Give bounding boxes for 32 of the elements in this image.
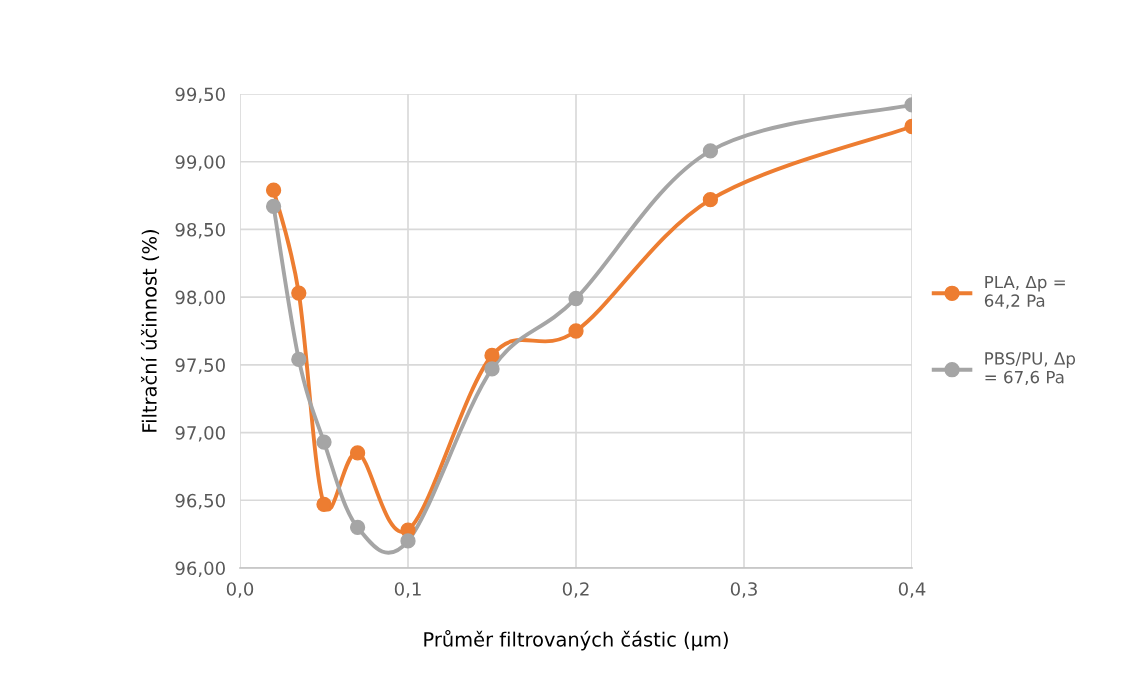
point bbox=[316, 496, 332, 512]
point bbox=[291, 351, 307, 368]
point bbox=[484, 347, 500, 364]
x-tick-label: 0,3 bbox=[730, 582, 757, 598]
legend-label: PLA, Δp = 64,2 Pa bbox=[984, 275, 1065, 309]
x-tick-label: 0,1 bbox=[394, 582, 421, 598]
point bbox=[568, 290, 584, 307]
y-tick-label: 98,50 bbox=[175, 222, 225, 239]
x-tick-label: 0,4 bbox=[898, 582, 926, 598]
point bbox=[400, 533, 416, 549]
point bbox=[349, 519, 366, 536]
point bbox=[316, 434, 332, 450]
y-tick-label: 97,00 bbox=[175, 426, 225, 442]
y-axis-title: Filtrační účinnost (%) bbox=[140, 230, 160, 432]
point bbox=[291, 285, 307, 301]
point bbox=[265, 198, 282, 215]
point bbox=[484, 361, 500, 377]
y-tick-label: 99,50 bbox=[175, 87, 225, 103]
x-tick-label: 0,2 bbox=[562, 582, 589, 598]
point bbox=[702, 191, 719, 208]
x-axis-title: Průměr filtrovaných částic (µm) bbox=[424, 629, 728, 651]
x-tick-label: 0,0 bbox=[226, 582, 254, 598]
point bbox=[265, 182, 282, 198]
y-tick-label: 97,50 bbox=[175, 358, 225, 374]
point bbox=[349, 445, 366, 461]
y-tick-label: 96,50 bbox=[175, 493, 225, 510]
y-tick-label: 99,00 bbox=[175, 155, 225, 171]
y-tick-label: 98,00 bbox=[175, 290, 225, 307]
point bbox=[702, 143, 719, 159]
y-tick-label: 96,00 bbox=[175, 561, 225, 577]
legend-label: PBS/PU, Δp = 67,6 Pa bbox=[985, 352, 1076, 386]
point bbox=[568, 323, 584, 339]
